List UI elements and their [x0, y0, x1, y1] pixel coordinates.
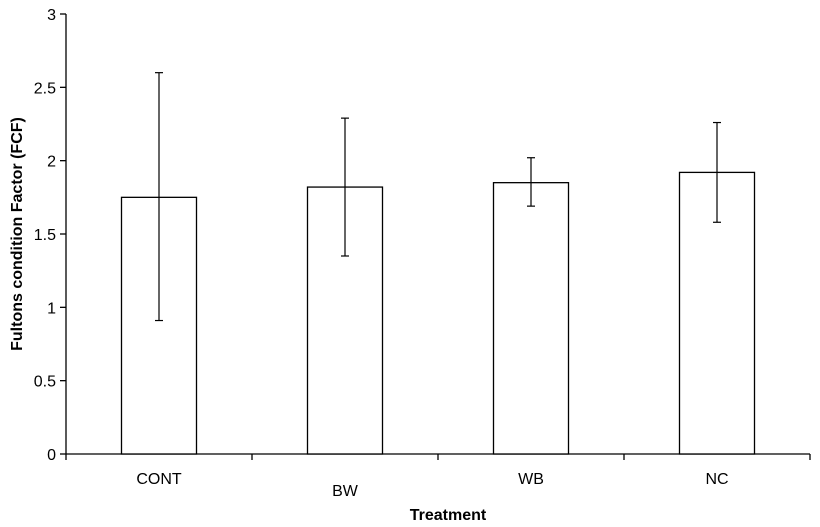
bar-wb: [492, 182, 570, 455]
y-tick-label: 3: [47, 7, 56, 24]
ticks-layer: 0 0.5 1 1.5 2 2.5 3 CONT BW WB NC: [34, 7, 811, 500]
x-axis-title: Treatment: [410, 507, 487, 524]
y-tick-label: 2: [47, 154, 56, 171]
x-tick-label-nc: NC: [705, 471, 728, 488]
x-tick-label-bw: BW: [332, 483, 359, 500]
x-tick-label-cont: CONT: [136, 471, 182, 488]
y-tick-label: 2.5: [34, 80, 56, 97]
bars-layer: [120, 171, 756, 455]
y-tick-label: 1.5: [34, 227, 56, 244]
y-tick-label: 0.5: [34, 374, 56, 391]
y-axis-title: Fultons condition Factor (FCF): [9, 117, 26, 351]
x-tick-label-wb: WB: [518, 471, 544, 488]
y-tick-label: 0: [47, 447, 56, 464]
error-bars-layer: [155, 72, 721, 322]
y-tick-label: 1: [47, 300, 56, 317]
